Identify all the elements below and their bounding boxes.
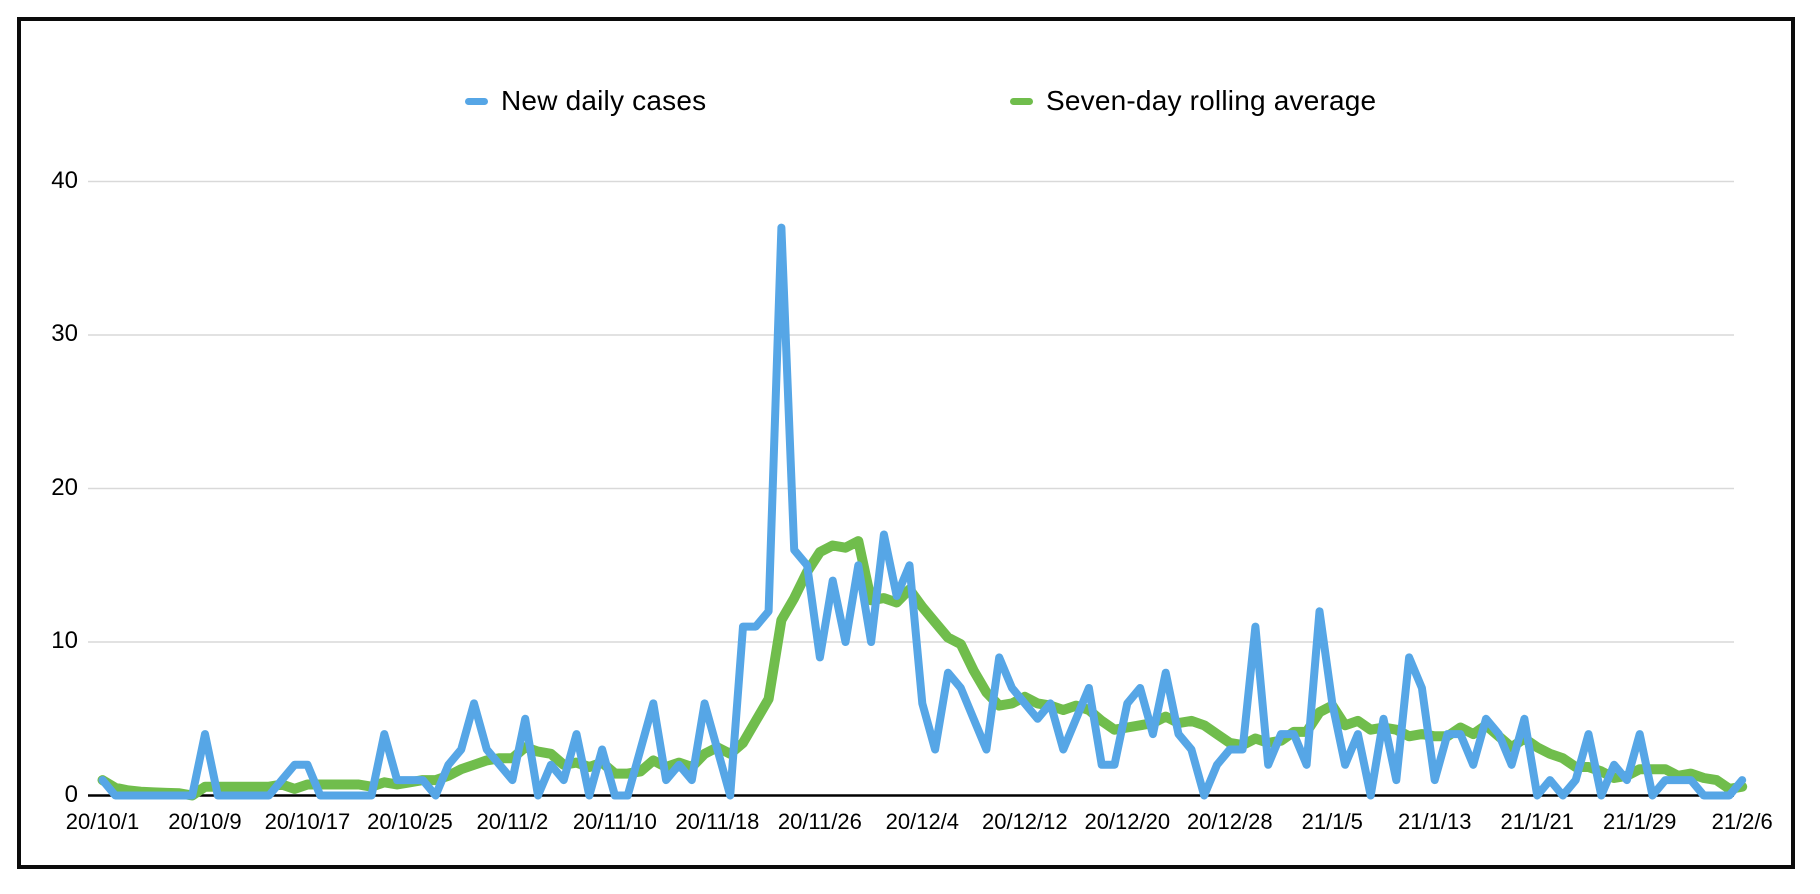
x-tick-label: 20/10/25 (367, 809, 453, 834)
x-tick-label: 21/1/21 (1500, 809, 1574, 834)
x-tick-label: 20/12/28 (1186, 809, 1273, 834)
x-tick-label: 20/12/20 (1084, 809, 1171, 834)
x-tick-label: 20/12/12 (981, 809, 1068, 834)
x-tick-label: 20/12/4 (885, 809, 960, 834)
y-tick-label: 40 (51, 166, 78, 194)
legend-item-new-daily-cases: New daily cases (465, 85, 706, 117)
x-tick-label: 21/2/6 (1711, 809, 1773, 834)
x-tick-label: 21/1/5 (1301, 809, 1363, 834)
x-tick-label: 21/1/13 (1398, 809, 1472, 834)
x-tick-label: 20/11/2 (476, 809, 549, 834)
y-tick-label: 0 (64, 780, 78, 808)
x-tick-label: 20/10/9 (168, 809, 242, 834)
x-tick-label: 21/1/29 (1602, 809, 1677, 834)
y-tick-label: 20 (51, 473, 78, 501)
x-tick-label: 20/11/10 (572, 809, 657, 834)
x-tick-label: 20/11/18 (675, 809, 760, 834)
new-daily-cases-swatch-icon (465, 97, 488, 105)
y-tick-label: 30 (51, 319, 78, 347)
x-tick-label: 20/11/26 (777, 809, 862, 834)
new-daily-cases-line (98, 223, 1747, 800)
y-tick-label: 10 (51, 626, 78, 654)
x-tick-label: 20/10/1 (65, 809, 140, 834)
legend-item-rolling-average: Seven-day rolling average (1010, 85, 1376, 117)
x-tick-label: 20/10/17 (264, 809, 351, 834)
rolling-average-swatch-icon (1010, 97, 1033, 105)
legend-label-rolling-average: Seven-day rolling average (1046, 85, 1377, 116)
chart-border-frame (17, 17, 1795, 869)
legend-label-new-daily-cases: New daily cases (501, 85, 707, 116)
